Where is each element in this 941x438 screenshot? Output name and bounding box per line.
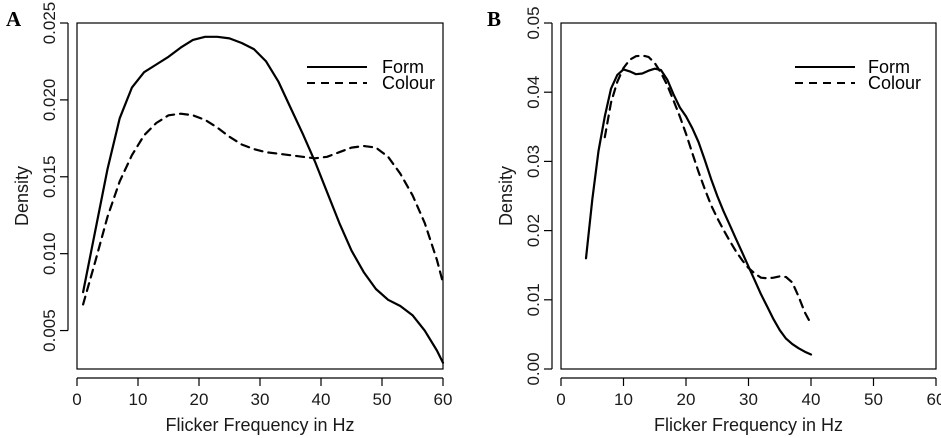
- panel-a-legend-colour-label: Colour: [382, 73, 435, 93]
- panel-b-y-tick-label: 0.03: [524, 145, 543, 178]
- panel-a-y-axis-title: Density: [12, 166, 32, 226]
- panel-b-x-tick-label: 40: [802, 390, 821, 409]
- panel-a-y-axis: 0.005 0.010 0.015 0.020 0.025: [40, 2, 69, 352]
- panel-a-series-layer: [81, 35, 445, 364]
- panel-a-series-colour-line: [81, 112, 445, 306]
- panel-b-legend-form-label: Form: [868, 57, 910, 77]
- panel-a-x-axis: 0 10 20 30 40 50 60: [72, 377, 453, 409]
- panel-a-legend-form-label: Form: [382, 57, 424, 77]
- panel-b-y-axis-title: Density: [496, 166, 516, 226]
- panel-a-x-tick-label: 30: [251, 390, 270, 409]
- panel-b-y-tick-label: 0.01: [524, 283, 543, 316]
- panel-b-x-tick-label: 50: [864, 390, 883, 409]
- panel-a-x-tick-label: 50: [373, 390, 392, 409]
- panel-a-y-tick-label: 0.020: [40, 79, 59, 122]
- panel-b: B 0.00 0.01 0.02 0.03 0.04 0.05 0 10 20 30 40 50 60…: [487, 6, 941, 435]
- panel-b-x-tick-label: 10: [614, 390, 633, 409]
- panel-a-x-tick-label: 40: [312, 390, 331, 409]
- panel-b-y-axis: 0.00 0.01 0.02 0.03 0.04 0.05: [524, 6, 553, 386]
- panel-b-legend-colour-label: Colour: [868, 73, 921, 93]
- panel-a-x-tick-label: 60: [434, 390, 453, 409]
- panel-b-x-tick-label: 20: [677, 390, 696, 409]
- panel-b-letter: B: [487, 7, 501, 31]
- panel-b-x-tick-label: 30: [739, 390, 758, 409]
- panel-a-letter: A: [6, 7, 22, 31]
- panel-b-y-tick-label: 0.05: [524, 6, 543, 39]
- panel-a-plot-frame: [76, 22, 444, 370]
- panel-a-x-tick-label: 10: [129, 390, 148, 409]
- panel-a-y-tick-label: 0.025: [40, 2, 59, 45]
- panel-b-x-tick-label: 60: [927, 390, 941, 409]
- panel-a-y-tick-label: 0.015: [40, 156, 59, 199]
- panel-b-legend: Form Colour: [795, 57, 921, 93]
- panel-a-y-tick-label: 0.010: [40, 232, 59, 275]
- panel-b-x-axis-title: Flicker Frequency in Hz: [654, 415, 843, 435]
- panel-b-series-form-line: [584, 67, 813, 356]
- panel-a-x-axis-title: Flicker Frequency in Hz: [165, 415, 354, 435]
- panel-b-y-tick-label: 0.04: [524, 76, 543, 109]
- panel-b-series-layer: [584, 54, 813, 356]
- panel-b-series-colour-line: [603, 54, 813, 326]
- panel-b-y-tick-label: 0.00: [524, 352, 543, 385]
- panel-b-plot-frame: [560, 22, 937, 370]
- panel-a-series-form-line: [81, 35, 445, 364]
- panel-b-y-tick-label: 0.02: [524, 214, 543, 247]
- panel-b-x-axis: 0 10 20 30 40 50 60: [556, 377, 941, 409]
- panel-a-legend: Form Colour: [307, 57, 435, 93]
- panel-b-x-tick-label: 0: [556, 390, 565, 409]
- panel-a-x-tick-label: 0: [72, 390, 81, 409]
- panel-a-y-tick-label: 0.005: [40, 309, 59, 352]
- panel-a: A 0.005 0.010 0.015 0.020 0.025 0 10 20 30 40 50 6…: [6, 2, 452, 435]
- panel-a-x-tick-label: 20: [190, 390, 209, 409]
